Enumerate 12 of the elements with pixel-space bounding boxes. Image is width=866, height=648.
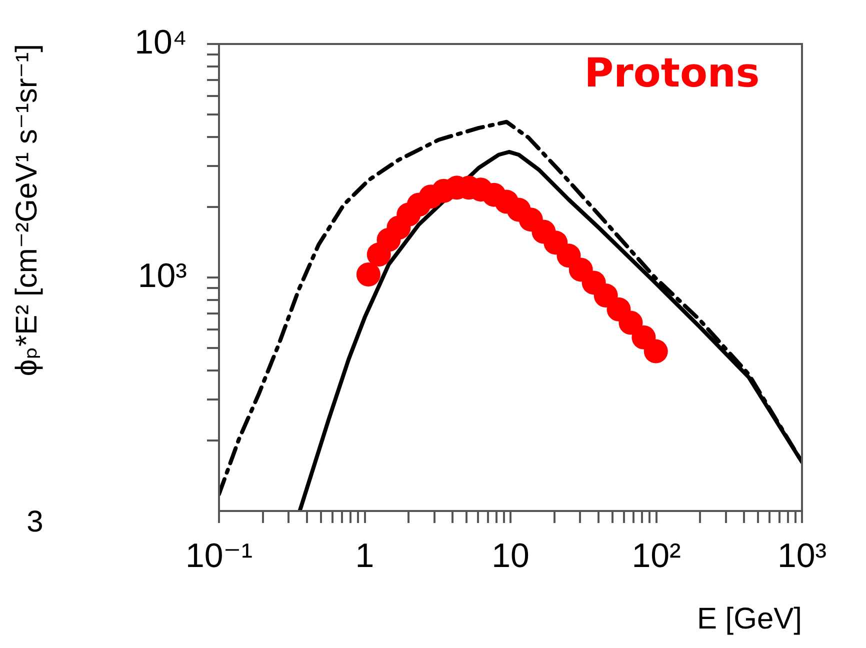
x-tick-label: 10 [492,536,530,575]
y-tick-label: 10⁴ [134,23,187,62]
x-axis-title: E [GeV] [696,602,802,636]
text: 3 [26,505,44,538]
x-tick-label: 10³ [777,536,827,575]
annotation: Protons [584,50,760,96]
y-axis-title: ϕₚ*E² [cm⁻²GeV¹ s⁻¹sr⁻¹] [10,44,44,376]
x-tick-label: 10² [632,536,681,575]
x-tick-label: 10⁻¹ [185,536,253,575]
point [644,339,668,364]
point [618,310,643,335]
x-tick-label: 1 [355,536,374,575]
